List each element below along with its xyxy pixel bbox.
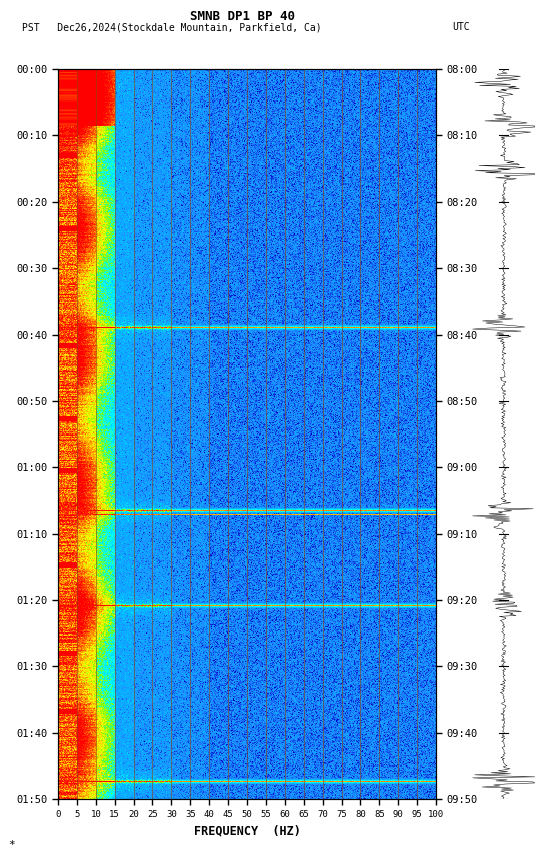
Text: *: *	[8, 841, 15, 850]
Text: UTC: UTC	[453, 22, 470, 33]
X-axis label: FREQUENCY  (HZ): FREQUENCY (HZ)	[194, 824, 300, 837]
Text: PST   Dec26,2024(Stockdale Mountain, Parkfield, Ca): PST Dec26,2024(Stockdale Mountain, Parkf…	[22, 22, 322, 33]
Text: SMNB DP1 BP 40: SMNB DP1 BP 40	[190, 10, 295, 23]
